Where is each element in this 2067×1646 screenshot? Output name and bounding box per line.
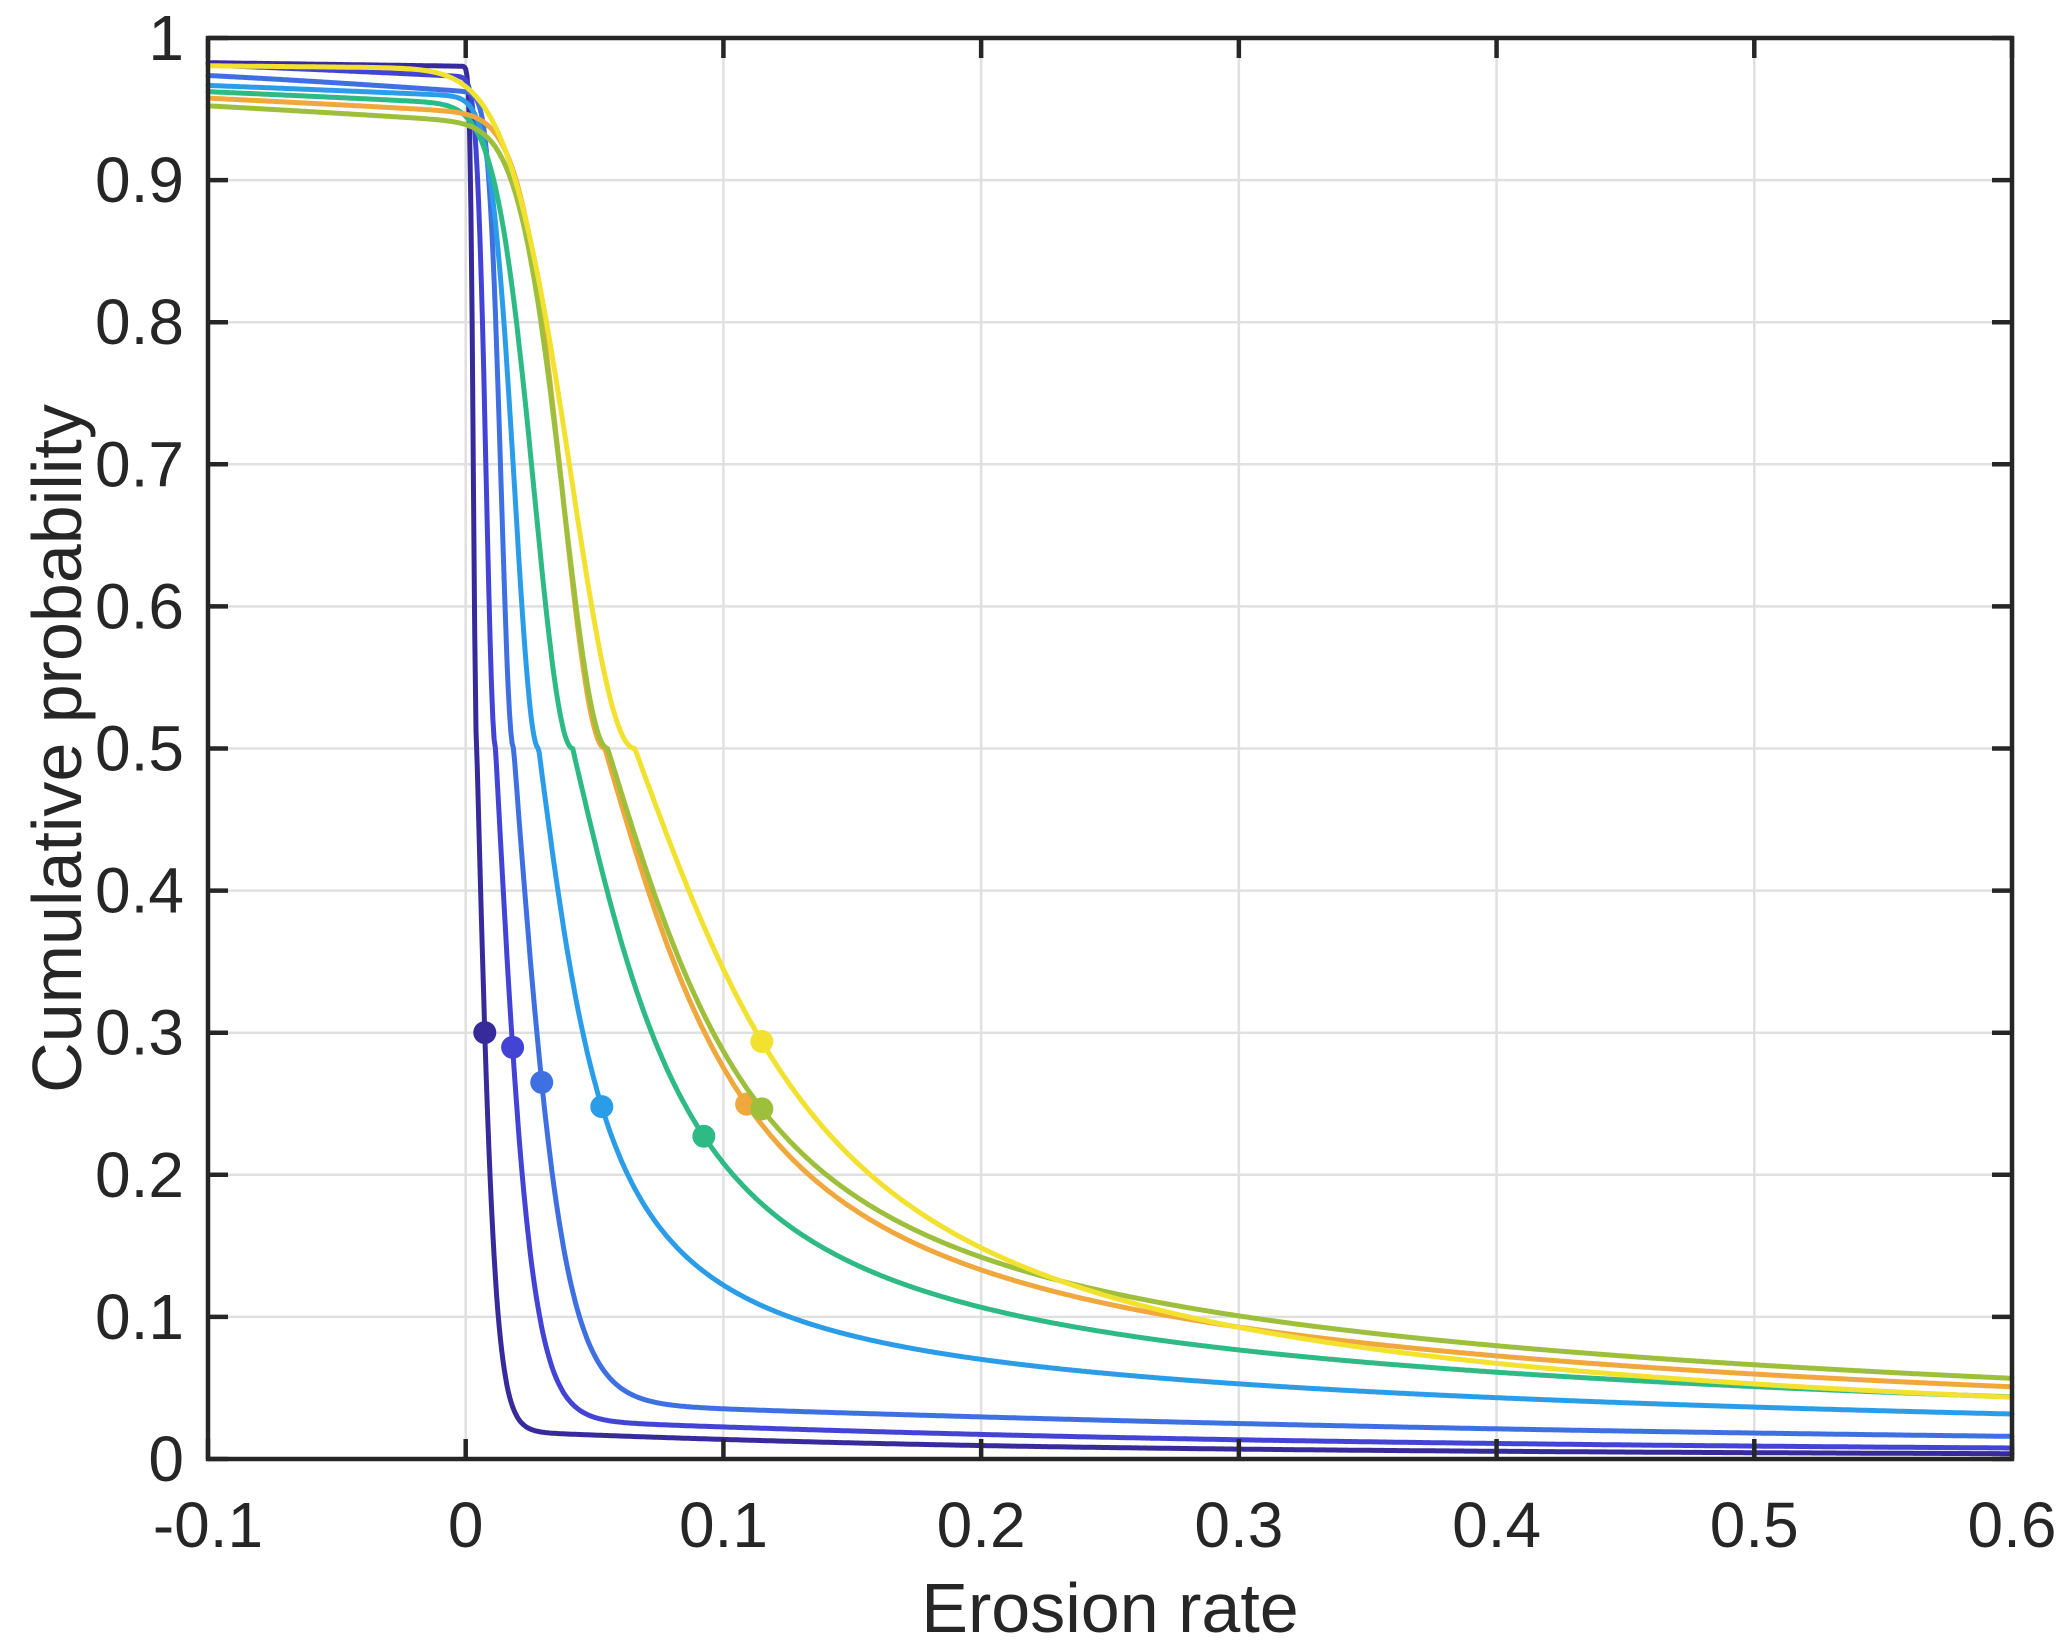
series-4-sky-blue-line (205, 82, 2015, 1417)
x-tick-label: 0 (448, 1489, 484, 1561)
y-tick-label: 0.9 (95, 144, 184, 216)
y-tick-label: 0 (148, 1423, 184, 1495)
x-tick-label: -0.1 (153, 1489, 263, 1561)
x-tick-label: 0.5 (1710, 1489, 1799, 1561)
tick-marks (205, 35, 2015, 1462)
series-7-yellow-green-marker (750, 1097, 774, 1121)
series-3-royal-blue-line (205, 73, 2015, 1439)
y-axis-label: Cumulative probability (18, 404, 96, 1093)
y-tick-label: 0.8 (95, 286, 184, 358)
x-tick-label: 0.3 (1194, 1489, 1283, 1561)
series-7-yellow-green-line (205, 103, 2015, 1381)
tick-labels: -0.1 0 0.1 0.2 0.3 0.4 0.5 0.600.10.20.30.40.50… (95, 2, 2056, 1561)
y-tick-label: 0.4 (95, 855, 184, 927)
y-tick-label: 0.1 (95, 1281, 184, 1353)
data-series (205, 60, 2015, 1457)
y-tick-label: 0.3 (95, 997, 184, 1069)
y-tick-label: 0.2 (95, 1139, 184, 1211)
x-tick-label: 0.4 (1452, 1489, 1541, 1561)
series-2-blue-line (205, 62, 2015, 1451)
series-1-dark-blue-marker (473, 1021, 497, 1045)
series-4-sky-blue-marker (590, 1095, 614, 1119)
x-axis-label: Erosion rate (921, 1569, 1298, 1646)
x-tick-label: 0.6 (1968, 1489, 2057, 1561)
y-tick-label: 0.7 (95, 428, 184, 500)
series-3-royal-blue-marker (530, 1070, 554, 1094)
y-tick-label: 0.5 (95, 713, 184, 785)
series-8-yellow-marker (750, 1030, 774, 1054)
x-tick-label: 0.1 (679, 1489, 768, 1561)
series-8-yellow-line (205, 63, 2015, 1400)
series-5-green-line (205, 89, 2015, 1400)
y-tick-label: 1 (148, 2, 184, 74)
x-tick-label: 0.2 (937, 1489, 1026, 1561)
series-1-dark-blue-line (205, 60, 2015, 1457)
series-2-blue-marker (501, 1035, 525, 1059)
series-5-green-marker (692, 1124, 716, 1148)
y-tick-label: 0.6 (95, 570, 184, 642)
grid-lines (206, 36, 2014, 1461)
